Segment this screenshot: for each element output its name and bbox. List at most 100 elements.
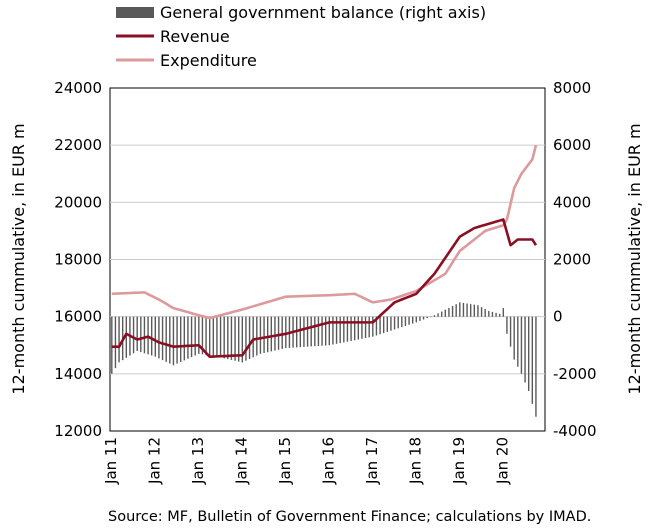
left-tick-label-0: 12000 [54,422,102,440]
balance-bar [346,316,349,342]
balance-bar [317,316,320,346]
balance-bar [466,303,468,317]
balance-bar [223,316,225,359]
balance-bar [404,316,407,326]
balance-bar [375,316,378,336]
balance-bars [111,302,537,417]
gridlines [110,144,545,375]
balance-bar [368,316,370,338]
balance-bar [136,316,138,351]
balance-bar [270,316,273,352]
balance-bar [227,316,229,360]
balance-bar [459,302,461,317]
left-tick-label-1: 14000 [54,365,102,383]
balance-bar [379,316,381,335]
balance-bar [477,305,479,317]
balance-bar [176,316,178,364]
balance-bar [187,316,189,359]
balance-bar [498,313,501,317]
balance-bar [415,316,418,323]
balance-bar [259,316,262,354]
balance-bar [488,310,490,317]
balance-bar [535,316,537,417]
balance-bar [513,316,515,360]
right-tick-label-6: 8000 [553,79,591,97]
balance-bar [190,316,193,358]
balance-bar [335,316,338,344]
balance-bar [339,316,341,344]
balance-bar [448,307,450,317]
balance-bar [172,316,175,366]
balance-bar [150,316,153,356]
balance-bar [194,316,196,356]
balance-bar [118,316,120,363]
balance-bar [299,316,302,348]
balance-bar [527,316,530,391]
balance-bar [422,316,425,320]
balance-bar [440,311,443,317]
right-axis-title: 12-month cummulative, in EUR m [625,123,644,394]
left-axis-ticks: 12000 14000 16000 18000 20000 22000 24000 [54,79,102,440]
balance-bar [353,316,356,341]
left-tick-label-6: 24000 [54,79,102,97]
source-note: Source: MF, Bulletin of Government Finan… [108,509,591,525]
balance-bar [451,306,454,317]
balance-bar [491,311,494,317]
balance-bar [143,316,146,354]
legend-label-revenue: Revenue [160,27,230,46]
x-tick-label-3: Jan 14 [232,437,250,485]
balance-bar [506,316,508,334]
balance-bar [328,316,331,346]
right-tick-label-5: 6000 [553,136,591,154]
balance-bar [205,316,207,355]
x-tick-label-6: Jan 17 [363,437,381,485]
balance-bar [165,316,167,362]
balance-bar [484,309,486,317]
balance-bar [357,316,360,340]
balance-bar [393,316,396,330]
x-tick-label-0: Jan 11 [102,437,120,485]
balance-bar [183,316,186,361]
balance-bar [252,316,254,358]
balance-bar [198,316,200,354]
balance-bar [509,316,512,347]
balance-bar [263,316,265,354]
legend: General government balance (right axis) … [116,3,486,70]
balance-bar [473,304,476,317]
x-tick-label-2: Jan 13 [189,437,207,485]
legend-swatch-balance [116,7,154,18]
balance-bar [332,316,334,345]
balance-bar [154,316,157,357]
balance-bar [241,316,244,363]
balance-bar [219,316,222,358]
balance-bar [350,316,352,341]
balance-bar [132,316,135,354]
expenditure-line [111,144,538,320]
balance-bar [397,316,399,329]
x-tick-label-8: Jan 19 [450,437,468,485]
balance-bar [248,316,251,359]
right-tick-label-0: -4000 [553,422,597,440]
balance-bar [158,316,160,359]
balance-bar [321,316,323,346]
left-tick-label-5: 22000 [54,136,102,154]
balance-bar [390,316,392,331]
left-tick-label-3: 18000 [54,251,102,269]
balance-bar [462,302,465,317]
balance-bar [274,316,276,351]
legend-label-balance: General government balance (right axis) [160,3,486,22]
balance-bar [179,316,182,362]
balance-bar [455,304,457,317]
balance-bar [111,316,113,374]
balance-bar [524,316,526,383]
balance-bar [437,313,439,317]
balance-bar [469,304,472,317]
balance-bar [386,316,389,332]
balance-bar [314,316,316,347]
series-lines [111,144,538,358]
balance-bar [520,316,523,374]
balance-bar [502,308,505,317]
balance-bar [517,316,519,367]
